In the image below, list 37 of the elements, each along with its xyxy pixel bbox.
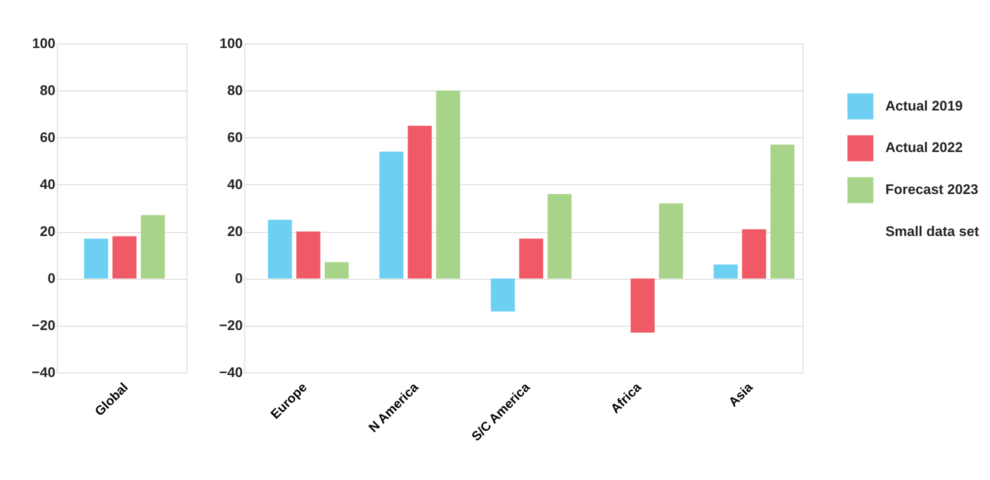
legend-label: Actual 2019 bbox=[885, 97, 964, 114]
bar bbox=[140, 215, 165, 279]
y-tick-label: −20 bbox=[32, 317, 56, 334]
bar bbox=[742, 229, 766, 279]
bar bbox=[770, 144, 794, 279]
bar bbox=[630, 278, 655, 333]
y-tick-label: 40 bbox=[40, 176, 56, 192]
y-tick-label: 60 bbox=[40, 129, 56, 146]
bar bbox=[408, 126, 432, 279]
bar bbox=[84, 238, 108, 279]
y-tick-label: 0 bbox=[235, 270, 243, 286]
y-tick-label: −40 bbox=[219, 364, 243, 380]
legend-label: Forecast 2023 bbox=[885, 181, 979, 198]
y-tick-label: 100 bbox=[220, 35, 243, 52]
y-tick-label: 100 bbox=[32, 35, 56, 52]
y-tick-label: −20 bbox=[219, 317, 243, 334]
y-tick-label: 80 bbox=[40, 82, 56, 98]
text: Small data set bbox=[885, 222, 980, 239]
bar bbox=[436, 90, 460, 279]
y-tick-label: 80 bbox=[227, 82, 243, 98]
bar bbox=[324, 262, 349, 279]
bar bbox=[714, 264, 738, 279]
bar bbox=[548, 194, 572, 279]
bar bbox=[490, 278, 515, 312]
legend-label: Actual 2022 bbox=[885, 139, 964, 156]
y-tick-label: −40 bbox=[32, 364, 56, 380]
bar bbox=[379, 152, 404, 279]
y-tick-label: 60 bbox=[227, 129, 243, 146]
bar bbox=[268, 220, 292, 279]
y-tick-label: 20 bbox=[40, 223, 56, 240]
bar bbox=[296, 232, 320, 279]
y-tick-label: 20 bbox=[227, 223, 243, 240]
bar bbox=[659, 203, 683, 279]
bar bbox=[519, 238, 544, 279]
y-tick-label: 0 bbox=[48, 270, 56, 286]
y-tick-label: 40 bbox=[227, 176, 243, 192]
bar bbox=[112, 236, 136, 279]
